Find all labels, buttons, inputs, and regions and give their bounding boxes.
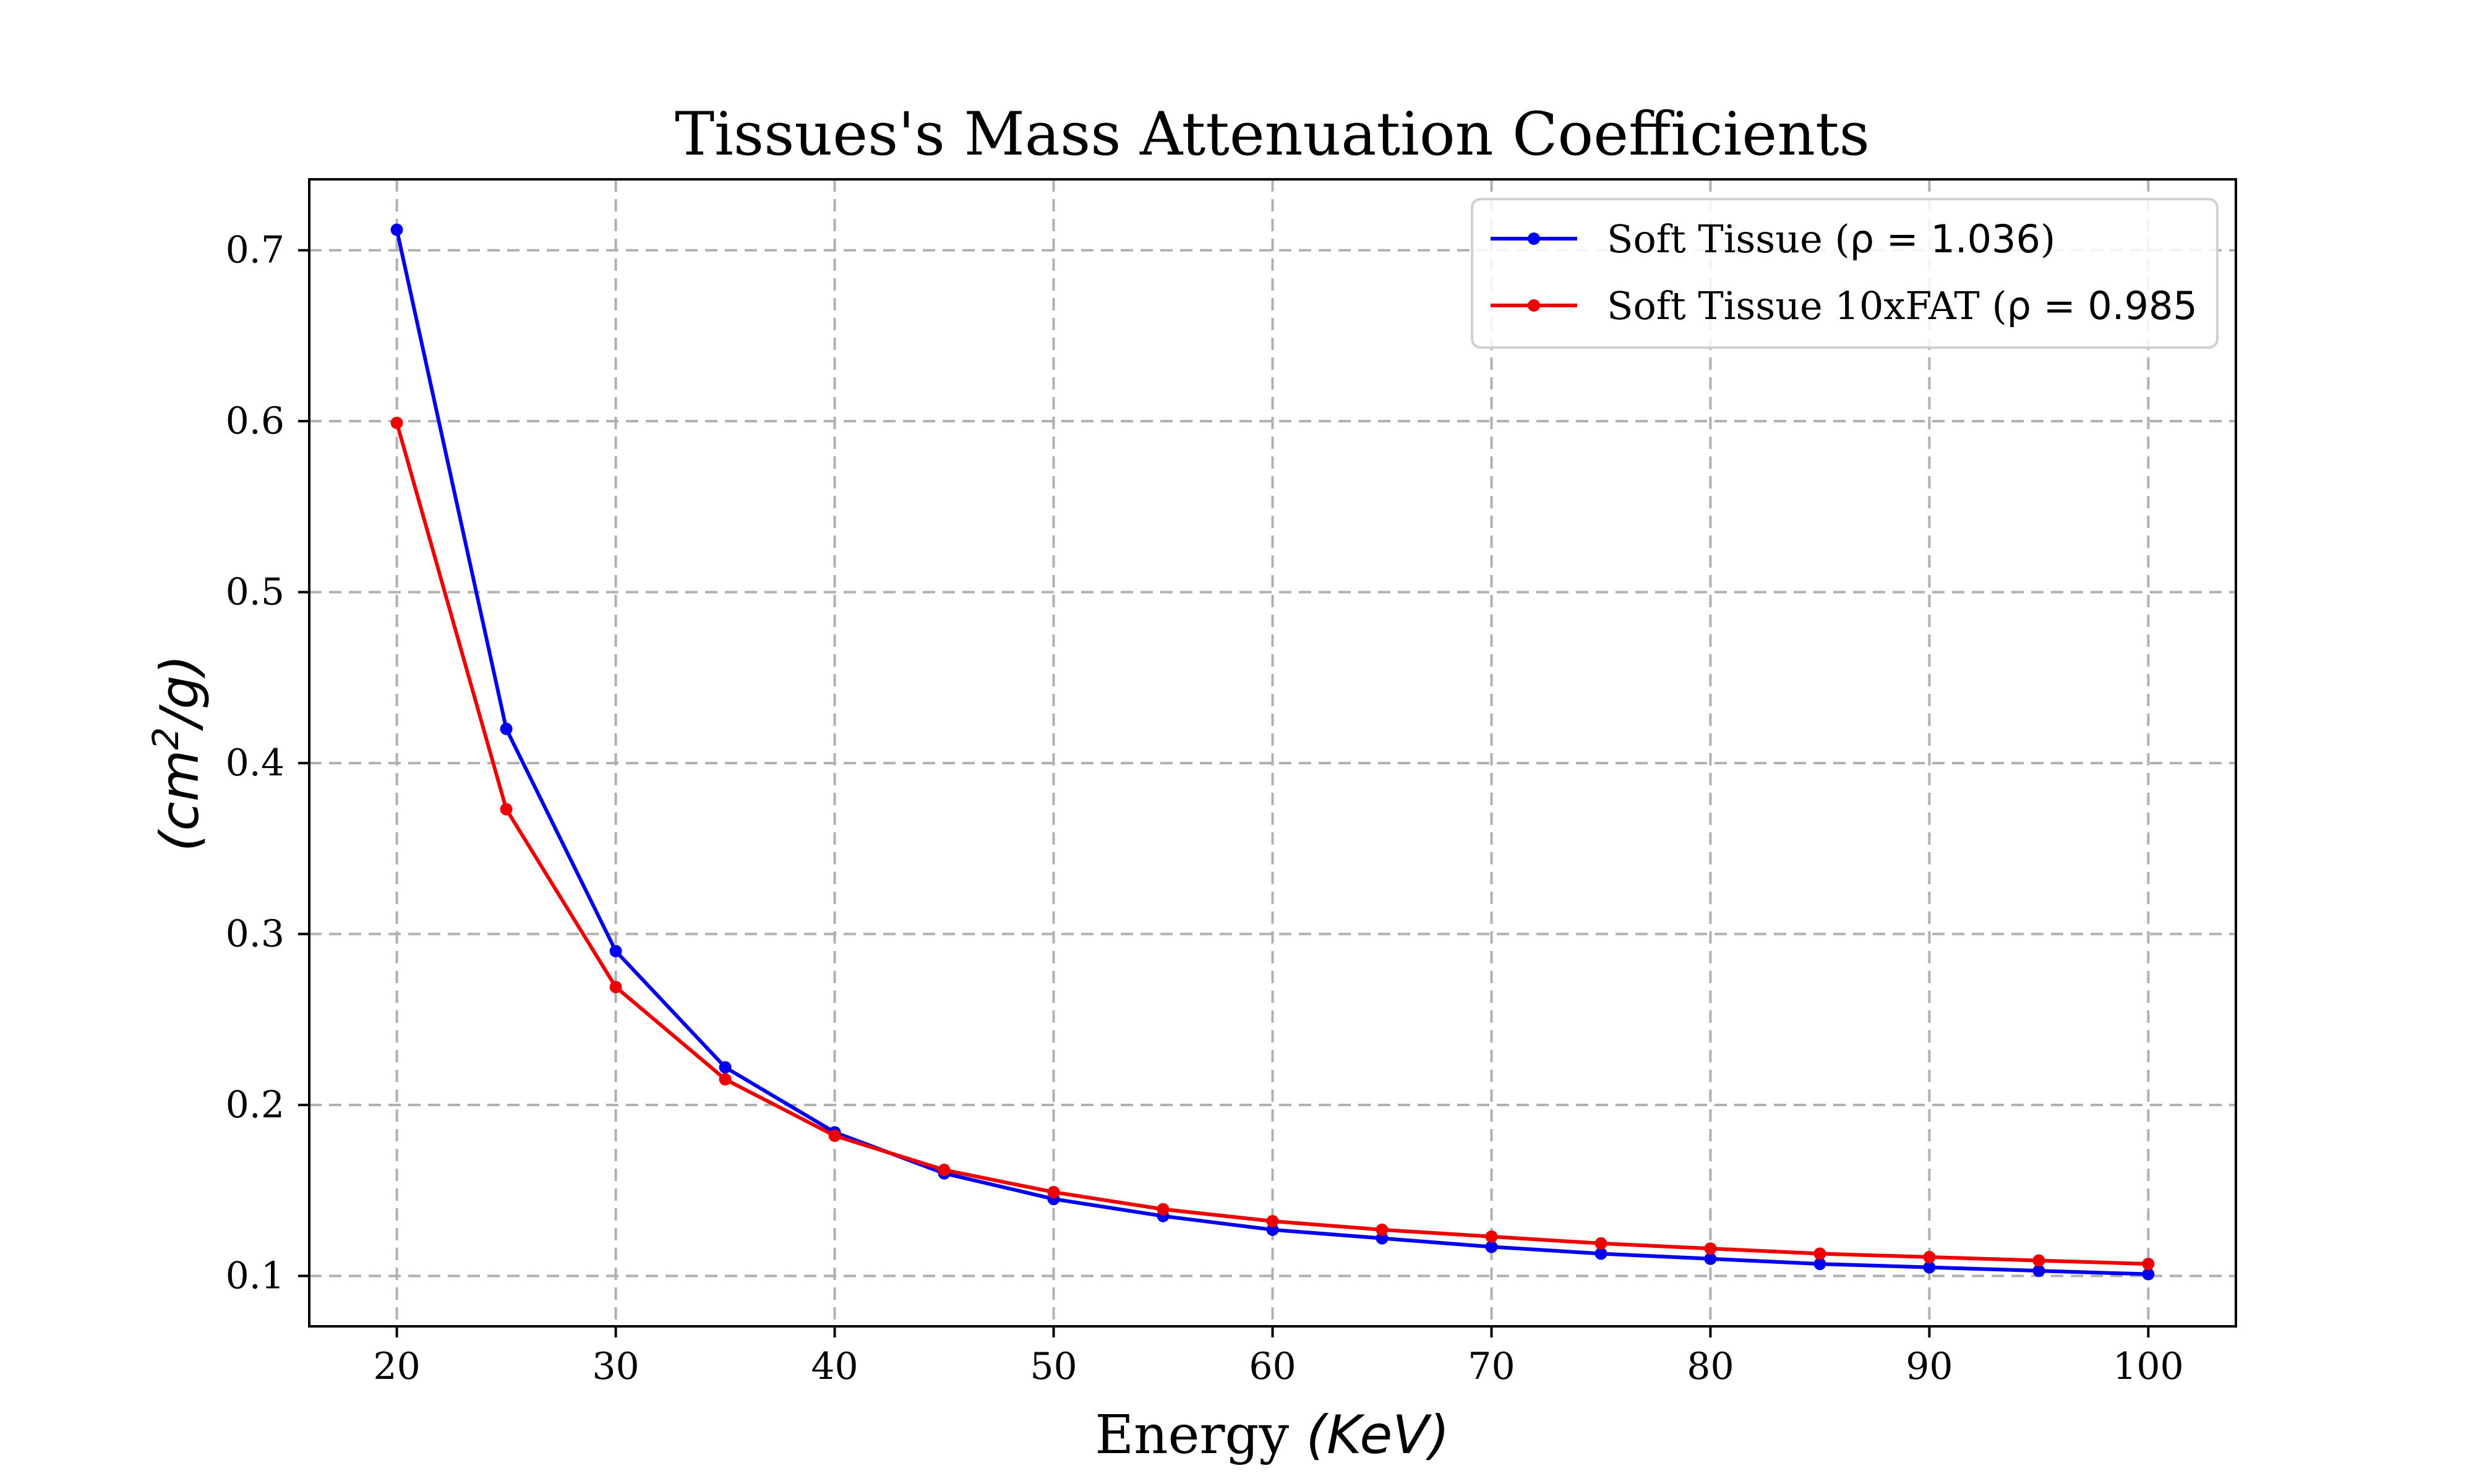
y-tick-label: 0.7 — [226, 229, 285, 272]
chart-title: Tissues's Mass Attenuation Coefficients — [675, 100, 1870, 169]
series-2-point — [828, 1129, 841, 1142]
x-tick-label: 70 — [1468, 1345, 1515, 1388]
x-axis-label: Energy (KeV) — [1095, 1404, 1449, 1466]
series-1-point — [1485, 1240, 1498, 1253]
series-1-point — [2142, 1268, 2155, 1281]
x-tick-label: 60 — [1249, 1345, 1296, 1388]
y-tick-label: 0.5 — [226, 571, 285, 614]
y-axis-label-close: /g) — [149, 655, 211, 731]
x-tick-label: 50 — [1030, 1345, 1077, 1388]
series-2-point — [1266, 1214, 1279, 1227]
legend-entry-2-text: Soft Tissue 10xFAT ( — [1607, 283, 2007, 328]
series-layer — [390, 223, 2155, 1281]
legend-swatch-marker-1 — [1528, 232, 1540, 245]
series-2-point — [1813, 1247, 1826, 1260]
series-1-point — [2032, 1264, 2045, 1277]
series-2-point — [1047, 1185, 1060, 1198]
series-1-point — [609, 945, 622, 958]
series-2-point — [1157, 1203, 1170, 1216]
legend-swatch-marker-2 — [1528, 299, 1540, 312]
series-1-point — [1923, 1261, 1936, 1274]
y-tick-label: 0.2 — [226, 1083, 285, 1127]
series-2-point — [938, 1164, 951, 1177]
legend-entry-1-math: ρ = 1.036 — [1850, 216, 2040, 262]
series-1 — [390, 223, 2155, 1281]
series-1-point — [719, 1061, 732, 1074]
y-tick-label: 0.6 — [226, 399, 285, 443]
legend: Soft Tissue (ρ = 1.036) Soft Tissue 10xF… — [1471, 198, 2219, 349]
x-tick-label: 80 — [1687, 1345, 1734, 1388]
series-2-point — [1704, 1242, 1717, 1255]
y-axis-label-open: (cm — [149, 750, 211, 852]
series-2-point — [390, 416, 403, 429]
series-1-point — [1813, 1258, 1826, 1271]
series-2-point — [1376, 1223, 1389, 1236]
grid — [309, 179, 2236, 1326]
series-2-point — [2142, 1258, 2155, 1271]
series-1-point — [390, 223, 403, 236]
y-axis-label: (cm2/g) — [145, 655, 211, 852]
x-tick-label: 40 — [811, 1345, 858, 1388]
series-1-point — [500, 722, 513, 735]
ticks: 20 30 40 50 60 70 80 90 100 0.1 0.2 0.3 0.4 0.5 0.6 0.7 — [226, 229, 2184, 1388]
x-tick-label: 100 — [2113, 1345, 2184, 1388]
x-tick-label: 90 — [1906, 1345, 1953, 1388]
series-2-point — [1594, 1237, 1607, 1250]
series-2-point — [1485, 1230, 1498, 1243]
series-1-point — [1704, 1252, 1717, 1265]
x-axis-label-unit: (KeV) — [1306, 1404, 1449, 1466]
x-tick-label: 30 — [592, 1345, 639, 1388]
legend-entry-1-text: Soft Tissue ( — [1607, 216, 1850, 262]
y-axis-label-sup: 2 — [145, 727, 187, 750]
series-1-point — [1266, 1223, 1279, 1236]
legend-box — [1471, 198, 2219, 349]
series-2-point — [609, 981, 622, 994]
legend-entry-1: Soft Tissue (ρ = 1.036) — [1607, 216, 2055, 262]
x-axis-label-text: Energy — [1095, 1404, 1306, 1466]
legend-entry-1-close: ) — [2040, 216, 2055, 262]
series-2-point — [719, 1073, 732, 1086]
series-2-point — [500, 803, 513, 816]
series-1-point — [1376, 1232, 1389, 1245]
series-2-point — [2032, 1254, 2045, 1267]
series-1-point — [1594, 1247, 1607, 1260]
y-tick-label: 0.1 — [226, 1254, 285, 1297]
y-tick-label: 0.4 — [226, 741, 285, 785]
legend-entry-2: Soft Tissue 10xFAT (ρ = 0.985 — [1607, 283, 2198, 328]
series-2 — [390, 416, 2155, 1271]
y-tick-label: 0.3 — [226, 913, 285, 956]
x-tick-label: 20 — [373, 1345, 420, 1388]
legend-entry-2-math: ρ = 0.985 — [2007, 283, 2198, 328]
series-2-point — [1923, 1251, 1936, 1264]
